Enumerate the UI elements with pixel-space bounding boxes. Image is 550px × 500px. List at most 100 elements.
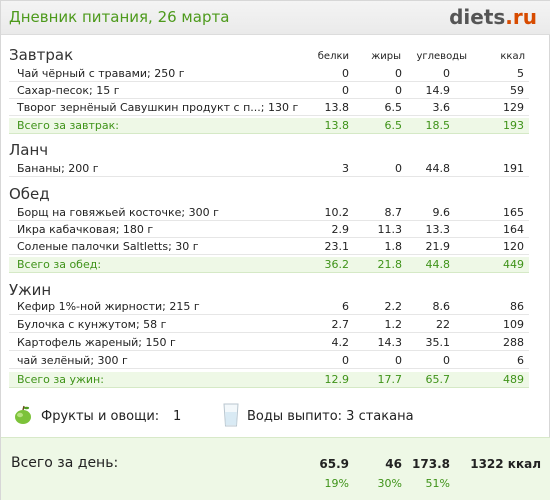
kcal-value: 6: [517, 354, 524, 367]
kcal-value: 120: [503, 240, 524, 253]
fat-value: 11.3: [377, 223, 403, 236]
breakfast-total-row: Всего за завтрак: 13.8 6.5 18.5 193: [9, 118, 529, 134]
carbs-value: 9.6: [432, 206, 451, 219]
protein-value: 4.2: [331, 336, 350, 349]
food-name: Борщ на говяжьей косточке; 300 г: [17, 206, 219, 219]
fat-value: 8.7: [384, 206, 403, 219]
site-logo[interactable]: diets.ru: [449, 5, 537, 29]
day-total-label: Всего за день:: [11, 455, 119, 471]
table-row[interactable]: Борщ на говяжьей косточке; 300 г 10.2 8.…: [9, 205, 529, 221]
protein-value: 23.1: [324, 240, 350, 253]
dinner-total-row: Всего за обед: 36.2 21.8 44.8 449: [9, 257, 529, 273]
kcal-total: 449: [503, 258, 524, 271]
section-title-breakfast: Завтрак: [9, 46, 74, 64]
table-row[interactable]: Булочка с кунжутом; 58 г 2.7 1.2 22 109: [9, 317, 529, 333]
day-total-panel: Всего за день: 65.9 46 173.8 1322 ккал 1…: [1, 437, 550, 500]
fat-total: 21.8: [377, 258, 403, 271]
day-fat-total: 46: [385, 457, 402, 471]
day-protein-percent: 19%: [324, 477, 349, 490]
column-header-carbs: углеводы: [416, 51, 467, 62]
protein-value: 0: [342, 354, 349, 367]
table-row[interactable]: Творог зернёный Савушкин продукт с п...;…: [9, 100, 529, 116]
glass-icon: [223, 403, 239, 427]
fat-value: 1.8: [384, 240, 403, 253]
carbs-value: 21.9: [425, 240, 451, 253]
kcal-value: 288: [503, 336, 524, 349]
table-row[interactable]: Картофель жареный; 150 г 4.2 14.3 35.1 2…: [9, 335, 529, 351]
protein-total: 13.8: [324, 119, 350, 132]
table-row[interactable]: Икра кабачковая; 180 г 2.9 11.3 13.3 164: [9, 222, 529, 238]
section-title-dinner: Обед: [9, 185, 50, 203]
carbs-value: 13.3: [425, 223, 451, 236]
column-header-kcal: ккал: [500, 51, 525, 62]
table-row[interactable]: чай зелёный; 300 г 0 0 0 6: [9, 353, 529, 369]
table-row[interactable]: Соленые палочки Saltletts; 30 г 23.1 1.8…: [9, 239, 529, 255]
column-header-protein: белки: [317, 51, 349, 62]
total-label: Всего за завтрак:: [17, 119, 120, 132]
kcal-value: 129: [503, 101, 524, 114]
food-name: Сахар-песок; 15 г: [17, 84, 120, 97]
table-row[interactable]: Сахар-песок; 15 г 0 0 14.9 59: [9, 83, 529, 99]
protein-value: 3: [342, 162, 349, 175]
protein-total: 36.2: [324, 258, 350, 271]
page-title: Дневник питания, 26 марта: [9, 8, 230, 26]
carbs-total: 44.8: [425, 258, 451, 271]
food-name: Творог зернёный Савушкин продукт с п...;…: [17, 101, 299, 114]
carbs-value: 8.6: [432, 300, 451, 313]
kcal-value: 86: [510, 300, 524, 313]
table-row[interactable]: Кефир 1%-ной жирности; 215 г 6 2.2 8.6 8…: [9, 299, 529, 315]
day-protein-total: 65.9: [319, 457, 349, 471]
protein-value: 13.8: [324, 101, 350, 114]
carbs-total: 65.7: [425, 373, 451, 386]
kcal-value: 165: [503, 206, 524, 219]
carbs-value: 22: [436, 318, 450, 331]
kcal-total: 193: [503, 119, 524, 132]
carbs-value: 44.8: [425, 162, 451, 175]
food-name: Чай чёрный с травами; 250 г: [17, 67, 185, 80]
kcal-total: 489: [503, 373, 524, 386]
carbs-value: 0: [443, 67, 450, 80]
food-name: Булочка с кунжутом; 58 г: [17, 318, 167, 331]
kcal-value: 59: [510, 84, 524, 97]
kcal-value: 191: [503, 162, 524, 175]
fruits-label: Фрукты и овощи:: [41, 409, 160, 424]
supper-total-row: Всего за ужин: 12.9 17.7 65.7 489: [9, 372, 529, 388]
protein-value: 0: [342, 67, 349, 80]
day-carbs-total: 173.8: [412, 457, 450, 471]
protein-value: 0: [342, 84, 349, 97]
header-bar: Дневник питания, 26 марта diets.ru: [1, 1, 550, 35]
food-name: Кефир 1%-ной жирности; 215 г: [17, 300, 200, 313]
food-name: Картофель жареный; 150 г: [17, 336, 176, 349]
carbs-total: 18.5: [425, 119, 451, 132]
fat-value: 2.2: [384, 300, 403, 313]
protein-total: 12.9: [324, 373, 350, 386]
table-row[interactable]: Бананы; 200 г 3 0 44.8 191: [9, 161, 529, 177]
fat-value: 0: [395, 84, 402, 97]
section-title-supper: Ужин: [9, 281, 52, 299]
section-title-lunch: Ланч: [9, 141, 49, 159]
protein-value: 6: [342, 300, 349, 313]
table-row[interactable]: Чай чёрный с травами; 250 г 0 0 0 5: [9, 66, 529, 82]
total-label: Всего за обед:: [17, 258, 102, 271]
kcal-value: 5: [517, 67, 524, 80]
protein-value: 2.7: [331, 318, 350, 331]
carbs-value: 3.6: [432, 101, 451, 114]
kcal-value: 164: [503, 223, 524, 236]
fat-value: 0: [395, 162, 402, 175]
food-name: Соленые палочки Saltletts; 30 г: [17, 240, 199, 253]
protein-value: 10.2: [324, 206, 350, 219]
fat-value: 1.2: [384, 318, 403, 331]
food-name: Бананы; 200 г: [17, 162, 99, 175]
protein-value: 2.9: [331, 223, 350, 236]
day-carbs-percent: 51%: [425, 477, 450, 490]
food-name: Икра кабачковая; 180 г: [17, 223, 154, 236]
fat-value: 0: [395, 67, 402, 80]
kcal-value: 109: [503, 318, 524, 331]
day-fat-percent: 30%: [377, 477, 402, 490]
carbs-value: 0: [443, 354, 450, 367]
fat-value: 6.5: [384, 101, 403, 114]
logo-main: diets: [449, 5, 506, 29]
fruits-value: 1: [173, 409, 182, 424]
column-header-fat: жиры: [371, 51, 401, 62]
